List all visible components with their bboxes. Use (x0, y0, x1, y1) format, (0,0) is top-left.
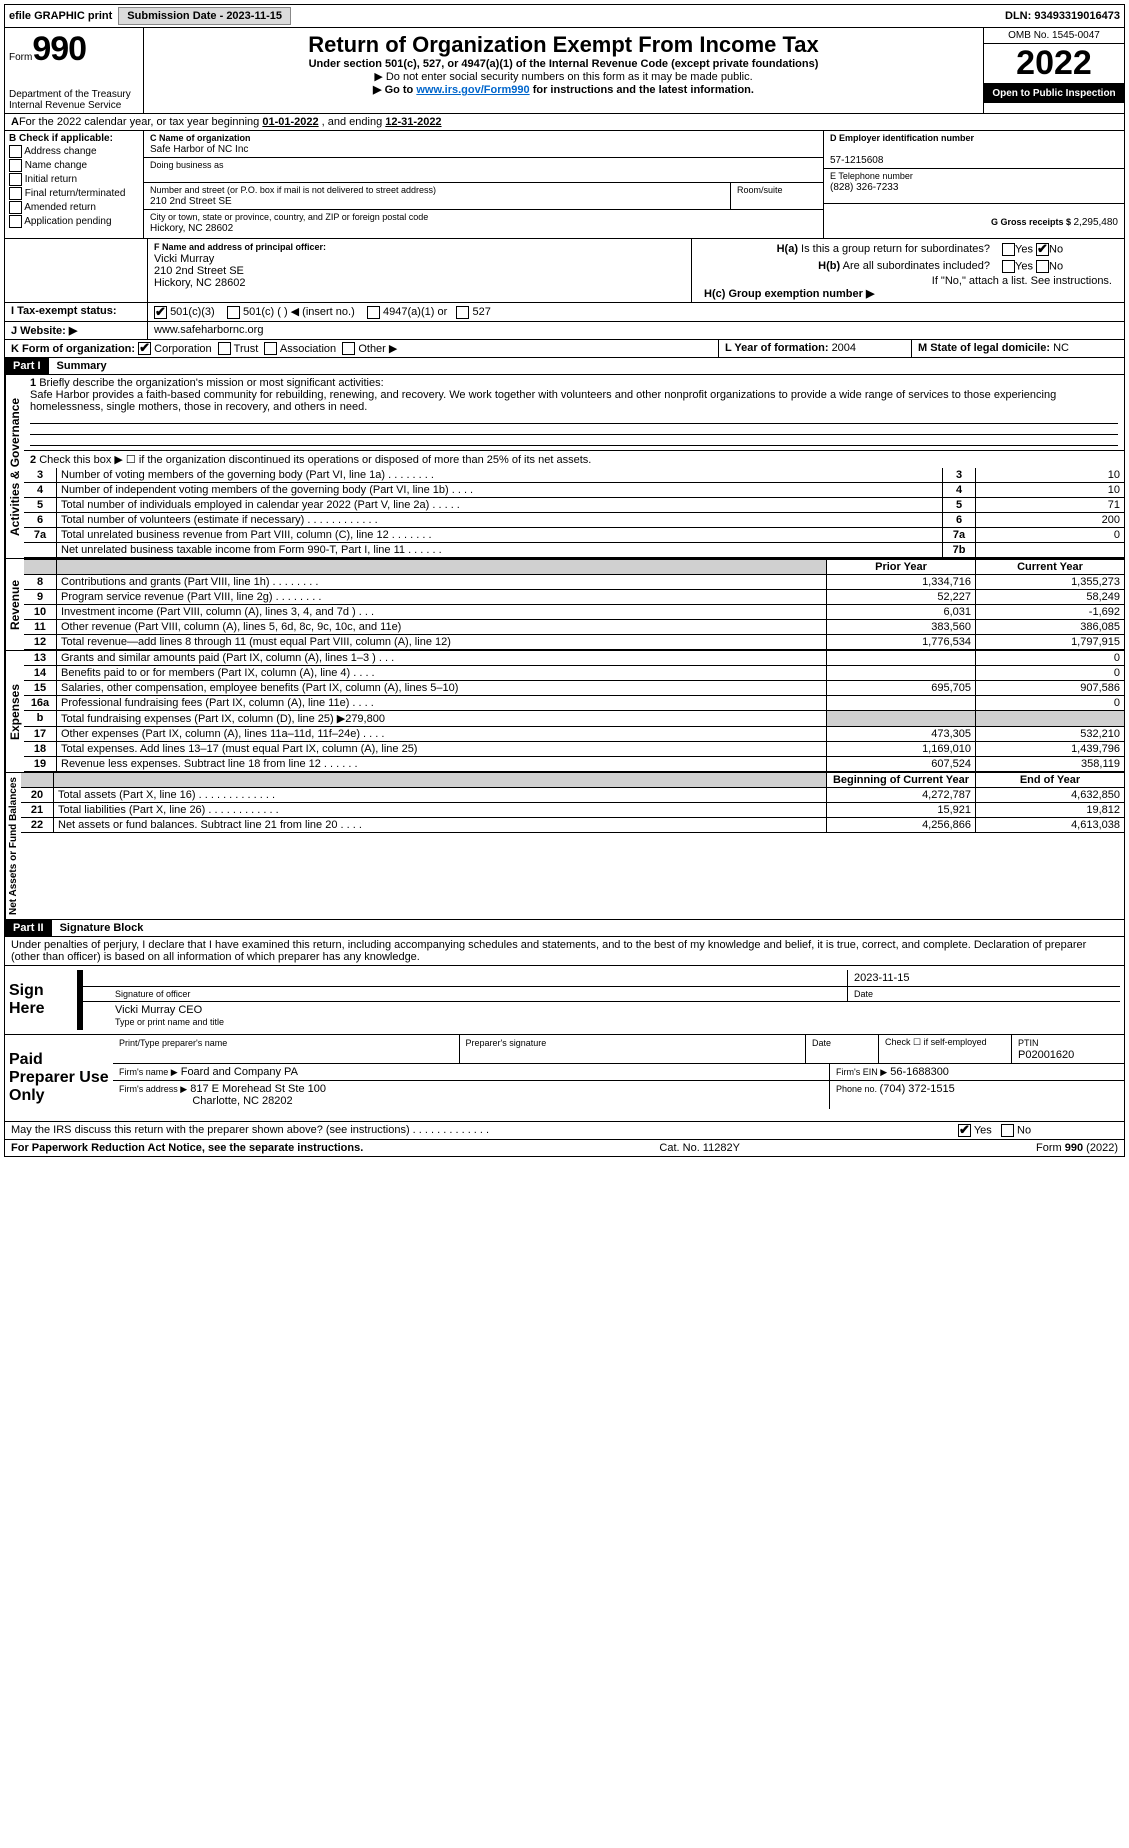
form-number: 990 (32, 30, 86, 68)
netassets-table: Beginning of Current Year End of Year 20… (21, 773, 1124, 833)
cb-501c[interactable] (227, 306, 240, 319)
section-h: H(a) Is this a group return for subordin… (692, 239, 1124, 302)
sig-date: 2023-11-15 (848, 970, 1120, 986)
firm-name: Foard and Company PA (181, 1066, 298, 1078)
line-a-tax-year: AFor the 2022 calendar year, or tax year… (4, 114, 1125, 131)
cb-amended[interactable]: Amended return (9, 201, 139, 214)
form-word: Form (9, 52, 32, 63)
tax-year: 2022 (984, 44, 1124, 84)
website-value: www.safeharbornc.org (154, 324, 263, 336)
part1-expenses: Expenses 13Grants and similar amounts pa… (4, 651, 1125, 773)
cb-address-change[interactable]: Address change (9, 145, 139, 158)
cb-501c3[interactable] (154, 306, 167, 319)
cb-app-pending[interactable]: Application pending (9, 215, 139, 228)
form-title: Return of Organization Exempt From Incom… (152, 32, 975, 58)
dept-label: Department of the Treasury (9, 89, 139, 100)
discuss-row: May the IRS discuss this return with the… (4, 1122, 1125, 1140)
paid-preparer-block: Paid Preparer Use Only Print/Type prepar… (4, 1035, 1125, 1122)
section-b: B Check if applicable: Address change Na… (5, 131, 144, 238)
ptin-value: P02001620 (1018, 1049, 1074, 1061)
section-j: J Website: ▶ www.safeharbornc.org (4, 322, 1125, 340)
section-bcd: B Check if applicable: Address change Na… (4, 131, 1125, 239)
form-subtitle-3: ▶ Go to www.irs.gov/Form990 for instruct… (152, 83, 975, 96)
gross-receipts: 2,295,480 (1074, 217, 1119, 228)
section-i: I Tax-exempt status: 501(c)(3) 501(c) ( … (4, 303, 1125, 322)
form-subtitle-1: Under section 501(c), 527, or 4947(a)(1)… (152, 58, 975, 70)
officer-name: Vicki Murray CEO (115, 1004, 202, 1016)
cb-final-return[interactable]: Final return/terminated (9, 187, 139, 200)
street-address: 210 2nd Street SE (150, 196, 232, 207)
firm-ein: 56-1688300 (890, 1066, 949, 1078)
section-deg: D Employer identification number 57-1215… (823, 131, 1124, 238)
omb-number: OMB No. 1545-0047 (984, 28, 1124, 44)
revenue-table: Prior Year Current Year 8Contributions a… (24, 559, 1124, 650)
tab-governance: Activities & Governance (5, 375, 24, 558)
section-fh: F Name and address of principal officer:… (4, 239, 1125, 303)
year-formation: 2004 (832, 342, 856, 354)
top-bar: efile GRAPHIC print Submission Date - 20… (4, 4, 1125, 28)
cb-initial-return[interactable]: Initial return (9, 173, 139, 186)
cb-corp[interactable] (138, 342, 151, 355)
ha-yes-checkbox[interactable] (1002, 243, 1015, 256)
submission-date-button[interactable]: Submission Date - 2023-11-15 (118, 7, 291, 25)
tab-netassets: Net Assets or Fund Balances (5, 773, 21, 919)
section-klm: K Form of organization: Corporation Trus… (4, 340, 1125, 359)
ha-no-checkbox[interactable] (1036, 243, 1049, 256)
section-c: C Name of organization Safe Harbor of NC… (144, 131, 823, 238)
mission-text: Safe Harbor provides a faith-based commu… (30, 389, 1056, 413)
part2-header: Part II Signature Block (4, 920, 1125, 937)
irs-label: Internal Revenue Service (9, 100, 139, 111)
state-domicile: NC (1053, 342, 1069, 354)
part1-netassets: Net Assets or Fund Balances Beginning of… (4, 773, 1125, 920)
instructions-link[interactable]: www.irs.gov/Form990 (416, 84, 529, 96)
part1-governance: Activities & Governance 1 Briefly descri… (4, 375, 1125, 559)
firm-phone: (704) 372-1515 (880, 1083, 955, 1095)
hb-no-checkbox[interactable] (1036, 260, 1049, 273)
section-f: F Name and address of principal officer:… (148, 239, 692, 302)
sign-here-block: Sign Here 2023-11-15 Signature of office… (4, 966, 1125, 1035)
discuss-no-checkbox[interactable] (1001, 1124, 1014, 1137)
cb-name-change[interactable]: Name change (9, 159, 139, 172)
phone-value: (828) 326-7233 (830, 182, 898, 193)
org-name: Safe Harbor of NC Inc (150, 144, 248, 155)
ein-value: 57-1215608 (830, 155, 883, 166)
open-inspection-badge: Open to Public Inspection (984, 84, 1124, 103)
tab-revenue: Revenue (5, 559, 24, 650)
hb-yes-checkbox[interactable] (1002, 260, 1015, 273)
cb-trust[interactable] (218, 342, 231, 355)
form-subtitle-2: ▶ Do not enter social security numbers o… (152, 70, 975, 83)
part1-header: Part I Summary (4, 358, 1125, 375)
cb-4947[interactable] (367, 306, 380, 319)
city-state-zip: Hickory, NC 28602 (150, 223, 233, 234)
governance-table: 3Number of voting members of the governi… (24, 468, 1124, 558)
dln-label: DLN: 93493319016473 (1005, 10, 1120, 22)
expenses-table: 13Grants and similar amounts paid (Part … (24, 651, 1124, 772)
part1-revenue: Revenue Prior Year Current Year 8Contrib… (4, 559, 1125, 651)
efile-label: efile GRAPHIC print (9, 10, 112, 22)
part2-declaration: Under penalties of perjury, I declare th… (4, 937, 1125, 966)
signature-arrow-icon (77, 970, 109, 986)
page-footer: For Paperwork Reduction Act Notice, see … (4, 1140, 1125, 1157)
tab-expenses: Expenses (5, 651, 24, 772)
cb-assoc[interactable] (264, 342, 277, 355)
cb-other[interactable] (342, 342, 355, 355)
form-header: Form990 Department of the Treasury Inter… (4, 28, 1125, 114)
cb-527[interactable] (456, 306, 469, 319)
discuss-yes-checkbox[interactable] (958, 1124, 971, 1137)
